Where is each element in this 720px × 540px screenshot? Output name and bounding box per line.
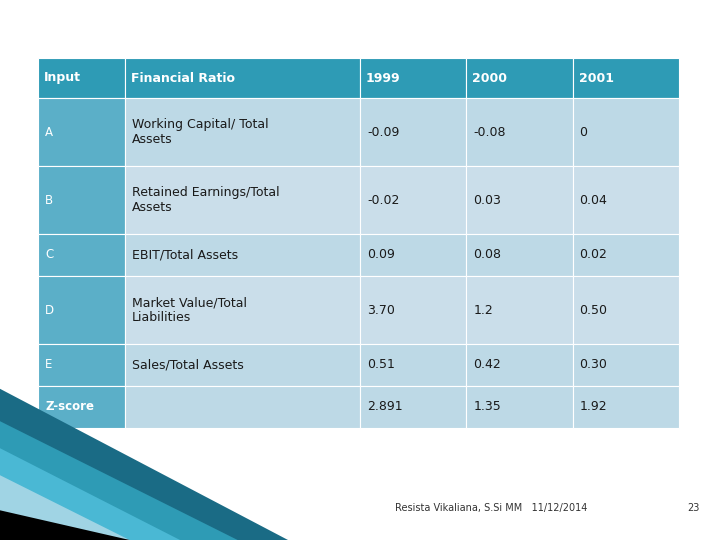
Text: 0.50: 0.50 [580, 303, 608, 316]
Bar [125, 98, 360, 166]
Bar [125, 234, 360, 276]
Text: Market Value/Total
Liabilities: Market Value/Total Liabilities [132, 296, 247, 324]
Bar [360, 234, 467, 276]
Text: Input: Input [44, 71, 81, 84]
Text: Working Capital/ Total
Assets: Working Capital/ Total Assets [132, 118, 269, 146]
Bar [467, 344, 572, 386]
Text: -0.09: -0.09 [367, 125, 400, 138]
Bar [125, 166, 360, 234]
Text: 1.35: 1.35 [473, 401, 501, 414]
Text: -0.02: -0.02 [367, 193, 400, 206]
Text: 0.09: 0.09 [367, 248, 395, 261]
Text: 0.04: 0.04 [580, 193, 608, 206]
Text: Retained Earnings/Total
Assets: Retained Earnings/Total Assets [132, 186, 279, 214]
Bar [38, 386, 125, 428]
Text: 0.42: 0.42 [473, 359, 501, 372]
Bar [125, 386, 360, 428]
Bar [467, 234, 572, 276]
Bar [38, 58, 125, 98]
Text: 0.51: 0.51 [367, 359, 395, 372]
Bar [572, 58, 679, 98]
Text: Sales/Total Assets: Sales/Total Assets [132, 359, 243, 372]
Bar [467, 166, 572, 234]
Bar [38, 166, 125, 234]
Text: 23: 23 [688, 503, 700, 513]
Polygon shape [0, 389, 288, 540]
Text: C: C [45, 248, 53, 261]
Bar [467, 386, 572, 428]
Text: B: B [45, 193, 53, 206]
Bar [467, 58, 572, 98]
Bar [360, 386, 467, 428]
Bar [38, 234, 125, 276]
Bar [360, 98, 467, 166]
Bar [467, 276, 572, 344]
Text: 0.03: 0.03 [473, 193, 501, 206]
Polygon shape [0, 475, 130, 540]
Bar [125, 344, 360, 386]
Bar [572, 166, 679, 234]
Text: E: E [45, 359, 53, 372]
Text: 0.30: 0.30 [580, 359, 608, 372]
Bar [572, 344, 679, 386]
Bar [572, 234, 679, 276]
Text: 0: 0 [580, 125, 588, 138]
Text: 1.2: 1.2 [473, 303, 493, 316]
Text: A: A [45, 125, 53, 138]
Text: 0.08: 0.08 [473, 248, 501, 261]
Bar [38, 98, 125, 166]
Bar [38, 276, 125, 344]
Polygon shape [0, 421, 238, 540]
Bar [572, 98, 679, 166]
Text: Resista Vikaliana, S.Si MM   11/12/2014: Resista Vikaliana, S.Si MM 11/12/2014 [395, 503, 588, 513]
Bar [360, 58, 467, 98]
Text: 1999: 1999 [366, 71, 400, 84]
Bar [572, 386, 679, 428]
Text: EBIT/Total Assets: EBIT/Total Assets [132, 248, 238, 261]
Bar [360, 166, 467, 234]
Bar [360, 344, 467, 386]
Text: 0.02: 0.02 [580, 248, 608, 261]
Text: Z-score: Z-score [45, 401, 94, 414]
Text: 1.92: 1.92 [580, 401, 607, 414]
Bar [125, 276, 360, 344]
Text: 3.70: 3.70 [367, 303, 395, 316]
Text: -0.08: -0.08 [473, 125, 505, 138]
Polygon shape [0, 448, 180, 540]
Polygon shape [0, 510, 130, 540]
Text: Financial Ratio: Financial Ratio [131, 71, 235, 84]
Text: 2000: 2000 [472, 71, 508, 84]
Bar [572, 276, 679, 344]
Bar [360, 276, 467, 344]
Text: 2001: 2001 [579, 71, 613, 84]
Bar [38, 344, 125, 386]
Text: D: D [45, 303, 54, 316]
Bar [125, 58, 360, 98]
Bar [467, 98, 572, 166]
Text: 2.891: 2.891 [367, 401, 402, 414]
